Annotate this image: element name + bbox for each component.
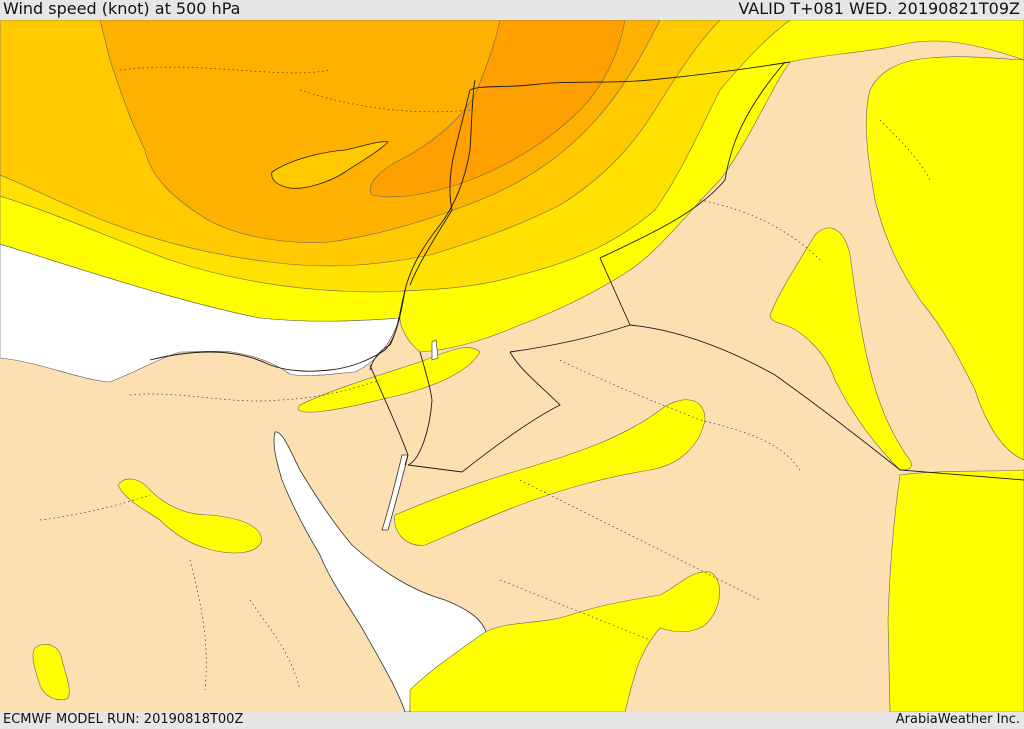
wind-blob-saudi-south [409,571,720,712]
wind-blob-south-east [887,469,1024,712]
admin-boundaries [39,66,931,691]
levant-coastline [149,79,476,372]
wind-blob-saudi-north [394,399,706,546]
wind-blob-egypt [117,478,263,554]
wind-speed-map [0,20,1024,712]
valid-time: VALID T+081 WED. 20190821T09Z [738,0,1020,18]
model-run: ECMWF MODEL RUN: 20190818T00Z [3,712,244,727]
country-borders [369,61,1024,481]
wind-blob-gulf [769,227,912,471]
wind-blob-east [865,56,1024,461]
wind-blob-sudan [32,644,70,701]
map-title: Wind speed (knot) at 500 hPa [3,0,241,18]
dead-sea [431,339,439,361]
wind-blob-jordan [297,347,481,413]
cyprus-island [271,141,389,189]
gulf-of-aqaba [381,454,409,531]
credit: ArabiaWeather Inc. [895,712,1020,727]
